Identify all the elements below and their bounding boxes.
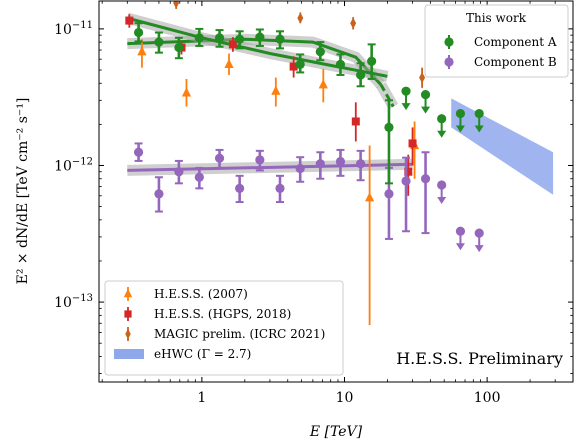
h-e-s-s-2007-point-5	[365, 192, 375, 202]
component-a-ul-point-3	[455, 108, 466, 119]
h-e-s-s-hgps-2018-point-4	[351, 117, 360, 126]
component-b-point-5	[235, 183, 245, 193]
component-a-ul-arrow-0	[401, 103, 411, 111]
component-b-point-1	[154, 189, 164, 199]
y-tick-label: 10−13	[54, 293, 93, 311]
component-b-ul-arrow-2	[474, 245, 484, 253]
h-e-s-s-hgps-2018-point-6	[408, 139, 417, 148]
component-a-ul-arrow-3	[455, 125, 465, 133]
h-e-s-s-2007-point-1	[181, 87, 192, 97]
component-a-ul-point-4	[474, 108, 484, 119]
h-e-s-s-hgps-2018-point-3	[289, 62, 298, 71]
component-b-point-9	[315, 159, 325, 169]
legend-references: H.E.S.S. (2007) H.E.S.S. (HGPS, 2018) MAGI…	[104, 280, 344, 376]
h-e-s-s-2007-point-4	[318, 79, 328, 89]
component-a-point-0	[133, 27, 144, 38]
magic-prelim-icrc-2021-point-2	[350, 17, 357, 29]
component-b-fit-0-line	[127, 162, 413, 172]
axes-frame	[98, 0, 574, 383]
x-tick-label: 100	[474, 390, 501, 406]
component-b-point-11	[356, 159, 366, 169]
legend-references-box	[104, 280, 344, 376]
component-b-ul-arrow-1	[455, 243, 465, 251]
legend-h-e-s-s-2007-marker	[123, 288, 133, 298]
x-tick-label: 10	[336, 390, 354, 406]
h-e-s-s-hgps-2018-point-5	[404, 167, 413, 176]
h-e-s-s-2007-point-2	[224, 58, 234, 68]
component-a-point-12	[367, 56, 377, 66]
legend-component-a-marker	[444, 37, 454, 47]
component-b-point-3	[194, 172, 204, 182]
component-b-point-10	[335, 156, 346, 167]
component-a-ul-point-1	[420, 90, 431, 100]
legend-h-e-s-s-2007-label: H.E.S.S. (2007)	[154, 287, 248, 301]
magic-prelim-icrc-2021-point-1	[297, 12, 304, 24]
component-b-ul-point-1	[455, 226, 466, 236]
component-a-point-4	[214, 33, 225, 43]
legend-h-e-s-s-hgps-2018-marker	[124, 310, 132, 318]
component-b-point-14	[420, 174, 431, 184]
component-a-point-13	[384, 122, 394, 133]
legend-ehwc-2-7-swatch	[114, 349, 144, 359]
component-b-ul-arrow-0	[437, 196, 447, 204]
legend-h-e-s-s-hgps-2018-label: H.E.S.S. (HGPS, 2018)	[154, 307, 291, 321]
component-a-ul-point-2	[437, 114, 447, 124]
x-tick-label: 1	[197, 390, 206, 406]
component-a-point-3	[194, 33, 204, 43]
magic-prelim-icrc-2021-point-3	[419, 71, 426, 84]
component-b-point-4	[214, 153, 225, 163]
legend-this-work: This work Component A Component B	[424, 4, 569, 78]
component-a-point-7	[275, 34, 285, 44]
component-b-point-7	[275, 183, 285, 193]
component-a-ul-arrow-4	[474, 125, 484, 133]
legend-this-work-title: This work	[466, 11, 527, 25]
component-b-point-0	[133, 147, 144, 157]
legend-magic-prelim-icrc-2021-marker	[125, 328, 131, 340]
component-b-point-6	[255, 155, 265, 165]
component-a-point-11	[356, 70, 366, 80]
component-b-point-12	[384, 189, 394, 199]
legend-component-b-label: Component B	[474, 55, 557, 69]
component-b-ul-point-0	[437, 180, 447, 190]
h-e-s-s-hgps-2018-point-2	[228, 40, 237, 49]
y-axis-label: E² × dN/dE [TeV cm⁻² s⁻¹]	[15, 98, 31, 285]
plot-area	[125, 1, 554, 325]
component-a-point-5	[235, 34, 245, 44]
component-a-point-10	[335, 59, 346, 69]
component-a-point-6	[255, 32, 265, 42]
legend-this-work-box	[424, 4, 569, 78]
component-a-point-8	[295, 59, 305, 69]
ehwc-2-7-band	[451, 98, 554, 195]
component-a-fit-2-line	[126, 16, 388, 78]
legend-magic-prelim-icrc-2021-label: MAGIC prelim. (ICRC 2021)	[154, 327, 325, 341]
component-a-point-1	[154, 37, 164, 47]
h-e-s-s-2007-point-3	[271, 85, 281, 95]
legend-component-b-marker	[444, 57, 454, 67]
h-e-s-s-2007-point-0	[137, 46, 147, 56]
component-a-ul-arrow-2	[437, 130, 447, 138]
axes: 1 10 100 10−13 10−12 10−11	[54, 0, 574, 406]
component-a-ul-point-0	[401, 86, 411, 96]
h-e-s-s-hgps-2018-point-0	[125, 16, 134, 25]
y-tick-label: 10−11	[54, 20, 93, 38]
magic-prelim-icrc-2021-point-0	[173, 1, 180, 9]
legend-ehwc-2-7-label: eHWC (Γ = 2.7)	[154, 347, 251, 361]
component-a-point-2	[174, 42, 184, 53]
component-a-ul-arrow-1	[421, 106, 431, 114]
legend-component-a-label: Component A	[474, 35, 557, 49]
component-b-point-13	[401, 176, 411, 186]
component-b-ul-point-2	[474, 228, 484, 238]
component-b-point-2	[174, 167, 184, 177]
component-a-fit-1-line	[379, 83, 395, 108]
preliminary-annotation: H.E.S.S. Preliminary	[396, 349, 563, 368]
component-b-point-8	[295, 163, 305, 174]
x-axis-label: E [TeV]	[309, 424, 363, 440]
y-tick-label: 10−12	[54, 156, 93, 174]
component-a-point-9	[315, 47, 325, 57]
